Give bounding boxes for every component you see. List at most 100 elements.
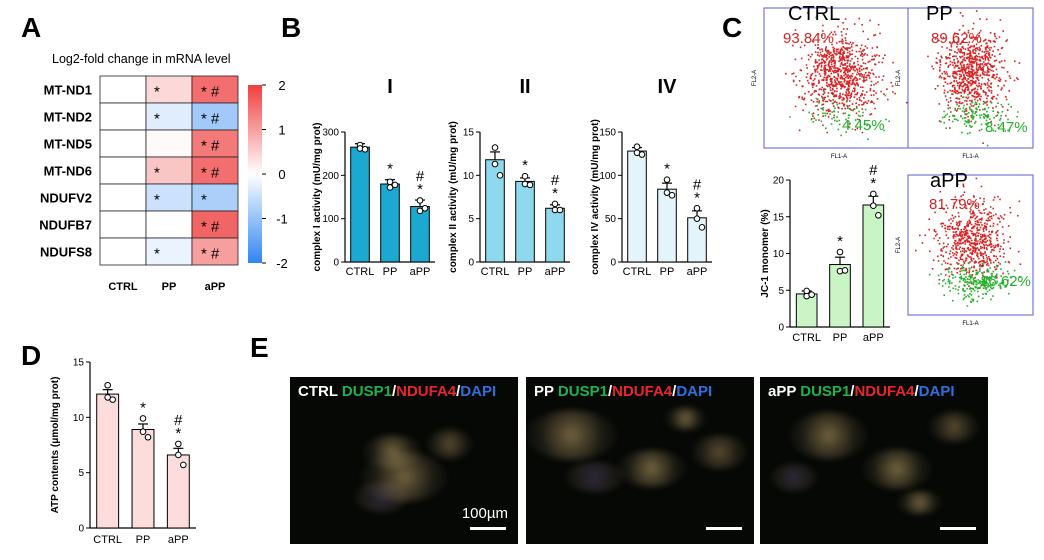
heatmap-column-label: aPP — [205, 281, 226, 293]
y-tick-label: 20 — [773, 176, 785, 187]
heatmap-cell — [191, 183, 239, 212]
data-point — [175, 451, 182, 459]
heatmap-cell — [99, 156, 147, 185]
data-point — [638, 151, 646, 158]
bar — [657, 188, 677, 263]
heatmap-title: Log2-fold change in mRNA level — [52, 52, 231, 66]
y-tick-label: 5 — [778, 286, 784, 297]
data-point — [421, 204, 429, 212]
cell-cluster — [789, 412, 868, 459]
micrograph-app: aPP DUSP1/NDUFA4/DAPI — [760, 377, 988, 544]
gene-label: NDUFB7 — [39, 218, 92, 233]
cell-cluster — [617, 450, 686, 488]
heatmap-sig-mark: * — [154, 111, 160, 128]
gene-label: MT-ND1 — [44, 83, 92, 98]
data-point — [841, 267, 849, 274]
y-axis-label: complex IV activity (mU/mg prot) — [590, 119, 601, 275]
x-category-label: CTRL — [93, 534, 122, 546]
data-point — [386, 184, 394, 191]
flow-y-axis-label: FL2-A — [896, 237, 902, 253]
heatmap-column-label: PP — [162, 281, 177, 293]
colorbar-tick-label: -1 — [276, 212, 288, 227]
flow-plot-pp: FL1-A FL2-A — [896, 7, 1034, 160]
flow-events-red — [783, 12, 908, 134]
data-point — [139, 428, 147, 436]
flow-app-red-pct: 81.79% — [929, 196, 980, 213]
panel-label-b: B — [281, 12, 301, 43]
scale-bar — [706, 527, 742, 530]
gene-label: MT-ND2 — [44, 110, 92, 125]
cell-cluster — [564, 462, 625, 493]
flow-plot-frame — [907, 7, 1034, 149]
data-point — [109, 396, 116, 403]
heatmap-column-label: CTRL — [108, 281, 138, 293]
bar — [96, 393, 120, 529]
significance-mark: * — [870, 175, 876, 192]
chart-complex-ii: 0 5 10 15 II complex II activity (mU/mg prot)… — [448, 76, 570, 278]
panel-label-c: C — [722, 12, 742, 43]
flow-x-axis-label: FL1-A — [962, 321, 978, 327]
flow-events-green — [928, 261, 1021, 307]
flow-plot-app: FL1-A FL2-A — [896, 174, 1034, 327]
gene-label: MT-ND6 — [44, 164, 92, 179]
significance-mark: * — [837, 233, 843, 250]
significance-mark: * — [175, 425, 181, 442]
data-point — [361, 146, 369, 153]
heatmap-cell — [99, 102, 147, 131]
heatmap-cell — [145, 102, 193, 131]
heatmap-cell — [145, 183, 193, 212]
bar — [380, 183, 400, 263]
y-axis-label: complex II activity (mU/mg prot) — [448, 121, 459, 273]
data-point — [870, 190, 877, 198]
heatmap-cell — [191, 129, 239, 158]
chart-complex-iv: 0 50 100 150 IV complex IV activity (mU/mg pr… — [590, 76, 712, 278]
heatmap-cell — [145, 156, 193, 185]
data-point — [391, 181, 399, 189]
y-tick-label: 15 — [463, 128, 475, 139]
scale-bar — [940, 527, 976, 530]
heatmap-sig-mark: * — [154, 84, 160, 101]
flow-pp-green-pct: 8.47% — [985, 119, 1028, 136]
y-axis-label: JC-1 monomer (%) — [760, 209, 771, 297]
y-axis-label: ATP contents (μmol/mg prot) — [50, 377, 61, 514]
flow-ctrl-red-pct: 93.84% — [783, 30, 834, 47]
cell-cluster — [928, 412, 979, 443]
chart-atp-contents: 0 5 10 15 ATP contents (μmol/mg prot) CTRL PP *… — [50, 358, 196, 546]
heatmap-sig-mark: * # — [201, 246, 220, 263]
data-point — [416, 197, 424, 204]
gene-label: MT-ND5 — [44, 137, 92, 152]
cell-cluster — [526, 410, 618, 461]
flow-ctrl-green-pct: 4.45% — [842, 117, 885, 134]
flow-events-red — [915, 177, 1022, 287]
heatmap-cell — [99, 237, 147, 266]
data-point — [556, 206, 564, 214]
x-category-label: CTRL — [623, 266, 652, 278]
significance-mark: # — [174, 412, 183, 429]
y-tick-label: 5 — [468, 214, 474, 225]
y-tick-label: 200 — [322, 171, 339, 182]
cell-cluster — [665, 407, 707, 431]
y-tick-label: 0 — [333, 258, 339, 269]
data-point — [144, 433, 152, 441]
y-tick-label: 10 — [463, 171, 475, 182]
y-tick-label: 10 — [773, 249, 785, 260]
heatmap-cell — [145, 237, 193, 266]
bar — [862, 204, 885, 328]
significance-mark: # — [869, 162, 878, 179]
heatmap-cell — [191, 237, 239, 266]
data-point — [870, 202, 877, 210]
flow-pp-red-pct: 89.62% — [931, 30, 982, 47]
data-point — [139, 415, 147, 422]
data-point — [175, 440, 182, 448]
data-point — [491, 160, 499, 168]
cell-cluster — [862, 448, 931, 489]
scale-bar — [470, 527, 506, 530]
x-category-label: PP — [383, 266, 398, 278]
heatmap-cell — [99, 75, 147, 104]
data-point — [104, 381, 111, 389]
data-point — [496, 172, 504, 179]
significance-mark: * — [664, 161, 670, 178]
cell-cluster — [896, 490, 943, 514]
heatmap-sig-mark: * — [154, 246, 160, 263]
y-tick-label: 15 — [773, 212, 785, 223]
